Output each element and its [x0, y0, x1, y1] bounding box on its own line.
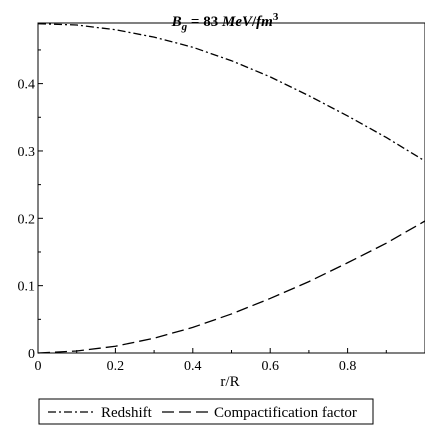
legend-box: [38, 398, 374, 425]
x-tick-label: 0: [35, 359, 42, 374]
title-equals: =: [187, 14, 203, 30]
y-tick-label: 0.4: [18, 78, 36, 93]
title-superscript: 3: [273, 11, 279, 23]
title-value: 83: [203, 14, 218, 30]
y-tick-label: 0.3: [18, 145, 36, 160]
title-slash: /: [251, 14, 257, 30]
legend: Redshift Compactification factor: [38, 398, 374, 425]
title-symbol: B: [171, 14, 182, 30]
chart-title: Bg = 83 MeV/fm3: [171, 11, 279, 33]
y-tick-label: 0.1: [18, 280, 36, 295]
series-line-compactification-factor: [37, 220, 425, 354]
y-tick-label: 0: [28, 347, 35, 362]
legend-label-redshift: Redshift: [101, 405, 153, 421]
series-line-redshift: [37, 23, 425, 162]
x-tick-label: 0.6: [261, 359, 279, 374]
y-tick-label: 0.2: [18, 212, 36, 227]
x-axis-label: r/R: [220, 374, 239, 390]
x-tick-label: 0.2: [107, 359, 125, 374]
legend-label-compactification: Compactification factor: [214, 405, 357, 421]
series-layer: [37, 23, 425, 354]
title-unit-b: fm: [256, 14, 273, 30]
axis-ticks: 0 0.2 0.4 0.6 0.8 0 0.1 0.2 0.3 0.4: [18, 49, 387, 374]
plot-frame: [37, 22, 425, 354]
title-unit-a: MeV: [221, 14, 254, 30]
x-tick-label: 0.4: [184, 359, 202, 374]
title-subscript: g: [181, 21, 188, 33]
x-tick-label: 0.8: [339, 359, 357, 374]
